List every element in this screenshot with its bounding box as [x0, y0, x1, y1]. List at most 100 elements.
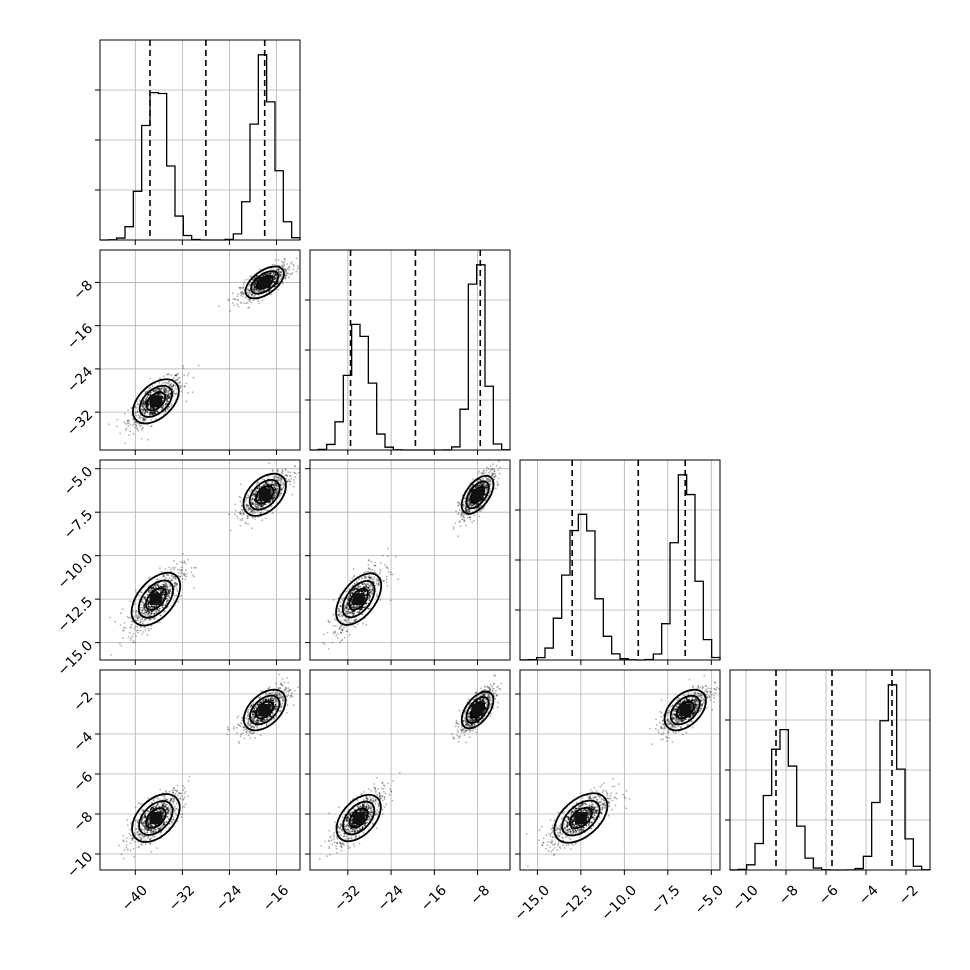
sample-point: [151, 385, 154, 387]
panel-2-0: −15.0−12.5−10.0−7.5−5.0: [55, 459, 301, 679]
sample-point: [247, 293, 250, 296]
sample-point: [183, 561, 186, 564]
sample-point: [143, 413, 146, 415]
sample-point: [293, 481, 296, 484]
sample-point: [165, 820, 168, 823]
sample-point: [273, 272, 275, 274]
sample-point: [187, 392, 190, 394]
sample-point: [165, 373, 168, 376]
sample-point: [370, 590, 373, 592]
sample-point: [247, 505, 250, 508]
sample-point: [367, 563, 370, 566]
sample-point: [143, 839, 146, 841]
sample-point: [338, 610, 341, 612]
sample-point: [179, 387, 182, 389]
sample-point: [180, 385, 182, 388]
sample-point: [169, 568, 172, 571]
sample-point: [259, 696, 262, 699]
sample-point: [152, 390, 155, 393]
sample-point: [118, 844, 121, 847]
sample-point: [148, 576, 151, 578]
sample-point: [368, 588, 371, 591]
sample-point: [180, 795, 183, 797]
sample-point: [137, 416, 140, 419]
sample-point: [143, 605, 145, 607]
sample-point: [140, 591, 143, 594]
sample-point: [367, 570, 370, 573]
sample-point: [290, 477, 293, 480]
sample-point: [353, 613, 356, 615]
sample-point: [149, 413, 151, 416]
sample-point: [144, 411, 146, 414]
sample-point: [141, 404, 144, 407]
sample-point: [150, 618, 153, 620]
sample-point: [149, 393, 152, 396]
sample-point: [246, 517, 249, 520]
sample-point: [296, 268, 299, 270]
sample-point: [165, 397, 168, 400]
sample-point: [385, 575, 388, 578]
sample-point: [167, 390, 170, 393]
sample-point: [152, 807, 155, 809]
sample-point: [489, 470, 492, 473]
sample-point: [134, 421, 137, 423]
sample-point: [160, 585, 163, 588]
sample-point: [173, 560, 175, 562]
sample-point: [168, 810, 171, 813]
sample-point: [373, 578, 376, 580]
sample-point: [142, 426, 144, 429]
sample-point: [128, 419, 130, 422]
sample-point: [233, 513, 236, 516]
sample-point: [136, 401, 139, 403]
sample-point: [127, 425, 130, 428]
sample-point: [132, 640, 135, 642]
sample-point: [497, 469, 500, 472]
sample-point: [144, 609, 147, 611]
sample-point: [323, 643, 326, 645]
sample-point: [161, 387, 164, 389]
sample-point: [138, 399, 141, 401]
sample-point: [147, 438, 150, 441]
sample-point: [184, 790, 187, 793]
sample-point: [227, 298, 230, 301]
sample-point: [351, 612, 354, 615]
sample-point: [136, 410, 139, 413]
sample-point: [127, 420, 130, 422]
sample-point: [469, 518, 471, 521]
sample-point: [138, 416, 141, 418]
sample-point: [180, 569, 183, 572]
sample-point: [192, 575, 195, 578]
sample-point: [193, 587, 196, 589]
sample-point: [142, 409, 145, 412]
sample-point: [182, 798, 185, 801]
sample-point: [143, 408, 146, 411]
sample-point: [163, 387, 166, 390]
sample-point: [174, 374, 176, 377]
sample-point: [141, 617, 144, 620]
sample-point: [239, 287, 242, 290]
sample-point: [150, 605, 153, 607]
sample-point: [180, 390, 183, 393]
sample-point: [130, 407, 133, 410]
sample-point: [249, 275, 252, 278]
sample-point: [244, 297, 247, 299]
sample-point: [126, 615, 129, 618]
sample-point: [176, 372, 179, 375]
sample-point: [382, 554, 384, 557]
sample-point: [244, 279, 247, 281]
sample-point: [134, 806, 137, 809]
sample-point: [137, 414, 140, 416]
sample-point: [285, 272, 288, 275]
sample-point: [131, 838, 134, 841]
sample-point: [232, 727, 235, 730]
sample-point: [379, 562, 382, 564]
sample-point: [123, 421, 126, 424]
sample-point: [169, 393, 172, 395]
sample-point: [165, 574, 168, 576]
sample-point: [245, 498, 248, 501]
sample-point: [139, 616, 142, 619]
sample-point: [143, 815, 146, 818]
sample-point: [472, 478, 475, 481]
sample-point: [174, 578, 177, 580]
